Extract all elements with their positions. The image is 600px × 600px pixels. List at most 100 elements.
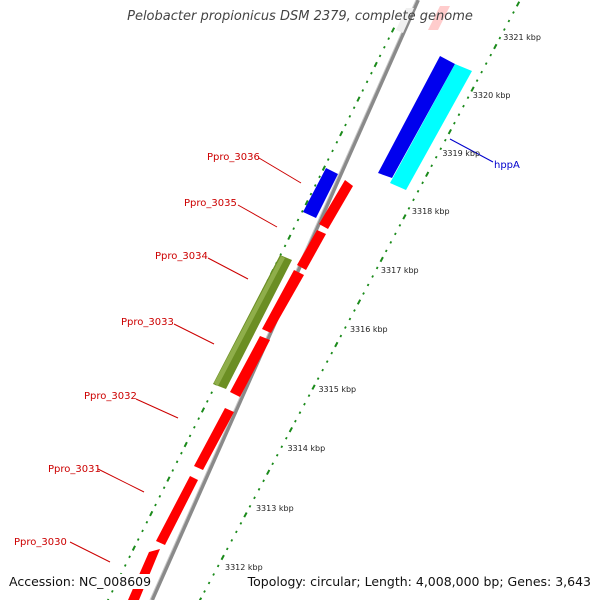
rna-gene-arrow (390, 64, 472, 190)
tick-mark (285, 436, 288, 440)
gene-arrow (262, 270, 304, 333)
tick-mark (348, 114, 352, 118)
tick-mark (321, 165, 326, 171)
tick-mark (365, 80, 369, 84)
tick-mark (313, 184, 317, 187)
gene-label: Ppro_3030 (14, 537, 67, 548)
tick-mark (158, 494, 162, 498)
gene-arrow-reverse (378, 56, 455, 178)
tick-mark (389, 241, 393, 244)
tick-mark (444, 138, 447, 142)
gene-label: Ppro_3034 (155, 251, 208, 262)
gene-label: hppA (494, 160, 520, 171)
tick-mark (330, 351, 334, 355)
tick-mark (212, 573, 215, 576)
tick-mark (348, 317, 352, 321)
tick-mark (230, 539, 234, 542)
reverse-gene-track (303, 56, 472, 218)
gene-label: Ppro_3033 (121, 317, 174, 328)
scale-label: 3312 kbp (225, 563, 263, 572)
tick-mark (198, 597, 203, 600)
label-connector (173, 323, 215, 345)
label-connector (135, 398, 179, 419)
tick-mark (425, 171, 430, 178)
label-connector (449, 138, 494, 163)
scale-label: 3319 kbp (442, 149, 480, 158)
scale-label: 3320 kbp (473, 91, 511, 100)
tick-mark (475, 79, 479, 83)
tick-mark (283, 244, 287, 248)
label-connector (207, 257, 249, 280)
tick-mark (453, 121, 456, 125)
tick-mark (325, 360, 329, 363)
tick-mark (311, 384, 316, 390)
tick-mark (366, 283, 370, 287)
scale-labels: 3312 kbp 3313 kbp 3314 kbp 3315 kbp 3316 kbp… (225, 33, 541, 572)
tick-mark (220, 554, 225, 561)
tick-mark (447, 128, 452, 135)
tick-mark (253, 496, 256, 500)
tick-mark (398, 223, 402, 227)
label-connector (258, 157, 302, 184)
gene-arrow (319, 180, 353, 229)
tick-mark (407, 206, 411, 210)
tick-mark (294, 419, 297, 423)
gene-label: Ppro_3031 (48, 464, 101, 475)
tick-mark (162, 486, 166, 490)
scale-label: 3321 kbp (503, 33, 541, 42)
tick-mark (370, 71, 373, 75)
tick-mark (141, 529, 144, 533)
gene-arrow (194, 408, 234, 470)
gene-arrow (297, 230, 326, 270)
tick-mark (390, 27, 396, 33)
tick-mark (507, 19, 511, 23)
scale-label: 3313 kbp (256, 504, 294, 513)
tick-mark (462, 104, 465, 108)
faded-gene-arrow (396, 8, 414, 33)
tick-mark (200, 407, 206, 413)
tick-mark (304, 199, 309, 206)
tick-mark (335, 140, 339, 144)
tick-mark (387, 37, 390, 41)
gene-arrow (230, 336, 270, 397)
tick-mark (123, 564, 127, 567)
tick-mark (166, 476, 171, 482)
tick-mark (498, 36, 502, 40)
label-connector (237, 204, 278, 228)
tick-mark (288, 426, 293, 433)
tick-mark (106, 598, 110, 600)
label-connectors (69, 138, 494, 563)
tick-mark (136, 538, 140, 541)
tick-mark (207, 581, 211, 585)
tick-mark (266, 469, 271, 476)
tick-mark (149, 510, 154, 517)
feature-block-highlight (214, 256, 285, 386)
feature-track (213, 255, 292, 389)
tick-mark (352, 106, 356, 110)
gene-arrow-reverse (303, 168, 338, 218)
scale-label: 3314 kbp (287, 444, 325, 453)
tick-mark (378, 54, 382, 58)
scale-label: 3315 kbp (318, 385, 356, 394)
tick-mark (257, 487, 261, 491)
gene-arrow (156, 476, 198, 545)
tick-mark (321, 368, 324, 372)
gene-label: Ppro_3032 (84, 391, 137, 402)
tick-mark (275, 453, 279, 457)
tick-mark (353, 309, 356, 312)
tick-mark (439, 147, 443, 151)
tick-mark (292, 227, 295, 231)
tick-mark (239, 521, 243, 525)
tick-mark (248, 504, 252, 508)
tick-mark (416, 189, 420, 193)
faded-gene-arrow (428, 6, 450, 30)
tick-mark (243, 512, 248, 518)
gene-label: Ppro_3035 (184, 198, 237, 209)
tick-mark (206, 399, 209, 403)
accession-text: Accession: NC_008609 (7, 574, 154, 589)
tick-mark (188, 434, 192, 438)
tick-mark (326, 158, 330, 161)
tick-mark (489, 53, 493, 57)
tick-mark (331, 149, 334, 153)
